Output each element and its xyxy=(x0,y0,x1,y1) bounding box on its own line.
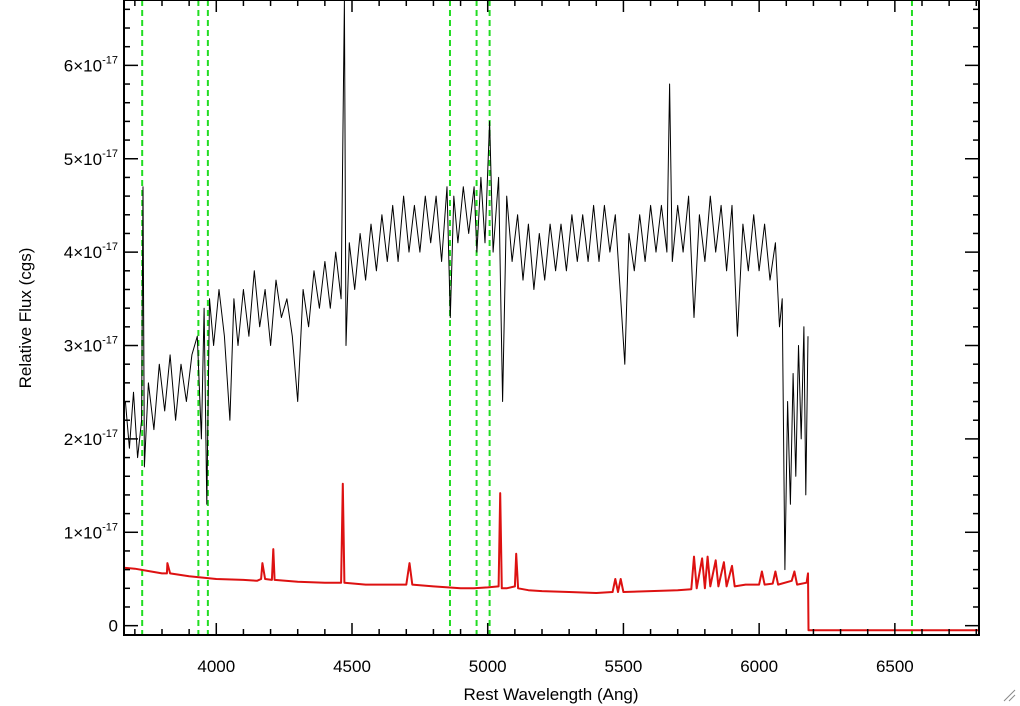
plot-frame xyxy=(123,0,980,636)
y-tick-label: 6×10-17 xyxy=(64,54,118,75)
spectrum-series-line xyxy=(124,0,809,571)
resize-grip-icon[interactable] xyxy=(1002,688,1016,702)
y-tick-label: 0 xyxy=(109,617,118,636)
y-tick-label: 4×10-17 xyxy=(64,241,118,262)
y-tick-label: 3×10-17 xyxy=(64,335,118,356)
y-tick-exponent: -17 xyxy=(102,241,118,253)
series-layer xyxy=(123,0,979,632)
axes xyxy=(123,0,980,636)
y-tick-exponent: -17 xyxy=(102,335,118,347)
y-tick-exponent: -17 xyxy=(102,521,118,533)
y-tick-exponent: -17 xyxy=(102,54,118,66)
x-tick-label: 5500 xyxy=(605,657,643,676)
y-tick-exponent: -17 xyxy=(102,428,118,440)
x-axis-label: Rest Wavelength (Ang) xyxy=(463,685,638,704)
x-tick-label: 6500 xyxy=(876,657,914,676)
y-tick-exponent: -17 xyxy=(102,148,118,160)
reference-lines xyxy=(141,0,913,635)
y-tick-label: 5×10-17 xyxy=(64,148,118,169)
x-tick-label: 6000 xyxy=(740,657,778,676)
x-tick-label: 4500 xyxy=(333,657,371,676)
x-tick-label: 4000 xyxy=(197,657,235,676)
y-tick-label: 2×10-17 xyxy=(64,428,118,449)
y-tick-label: 1×10-17 xyxy=(64,521,118,542)
x-tick-label: 5000 xyxy=(469,657,507,676)
sky-series-line xyxy=(123,482,979,632)
y-axis-label: Relative Flux (cgs) xyxy=(16,248,35,389)
